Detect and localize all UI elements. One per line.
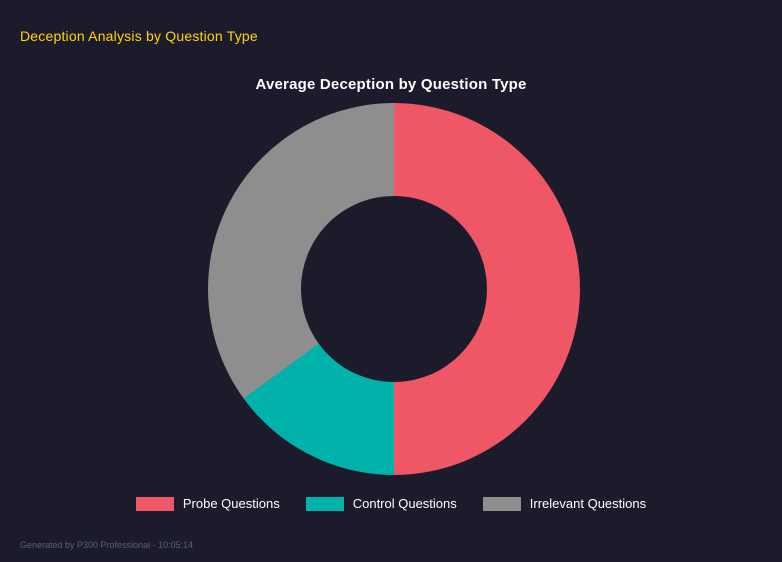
legend-swatch-control [305,496,344,511]
legend-swatch-probe [135,496,174,511]
legend-label-probe: Probe Questions [182,496,280,511]
chart-legend: Probe Questions Control Questions Irrele… [0,496,782,511]
chart-title: Average Deception by Question Type [255,76,527,93]
legend-swatch-irrelevant [482,496,521,511]
legend-item-irrelevant[interactable]: Irrelevant Questions [482,496,647,511]
footer-note: Generated by P300 Professional - 10:05:1… [20,540,194,550]
donut-chart[interactable] [208,103,580,475]
legend-item-control[interactable]: Control Questions [305,496,457,511]
legend-label-irrelevant: Irrelevant Questions [529,496,647,511]
donut-hole [301,196,487,382]
page-title: Deception Analysis by Question Type [20,28,258,44]
legend-label-control: Control Questions [352,496,457,511]
legend-item-probe[interactable]: Probe Questions [135,496,280,511]
